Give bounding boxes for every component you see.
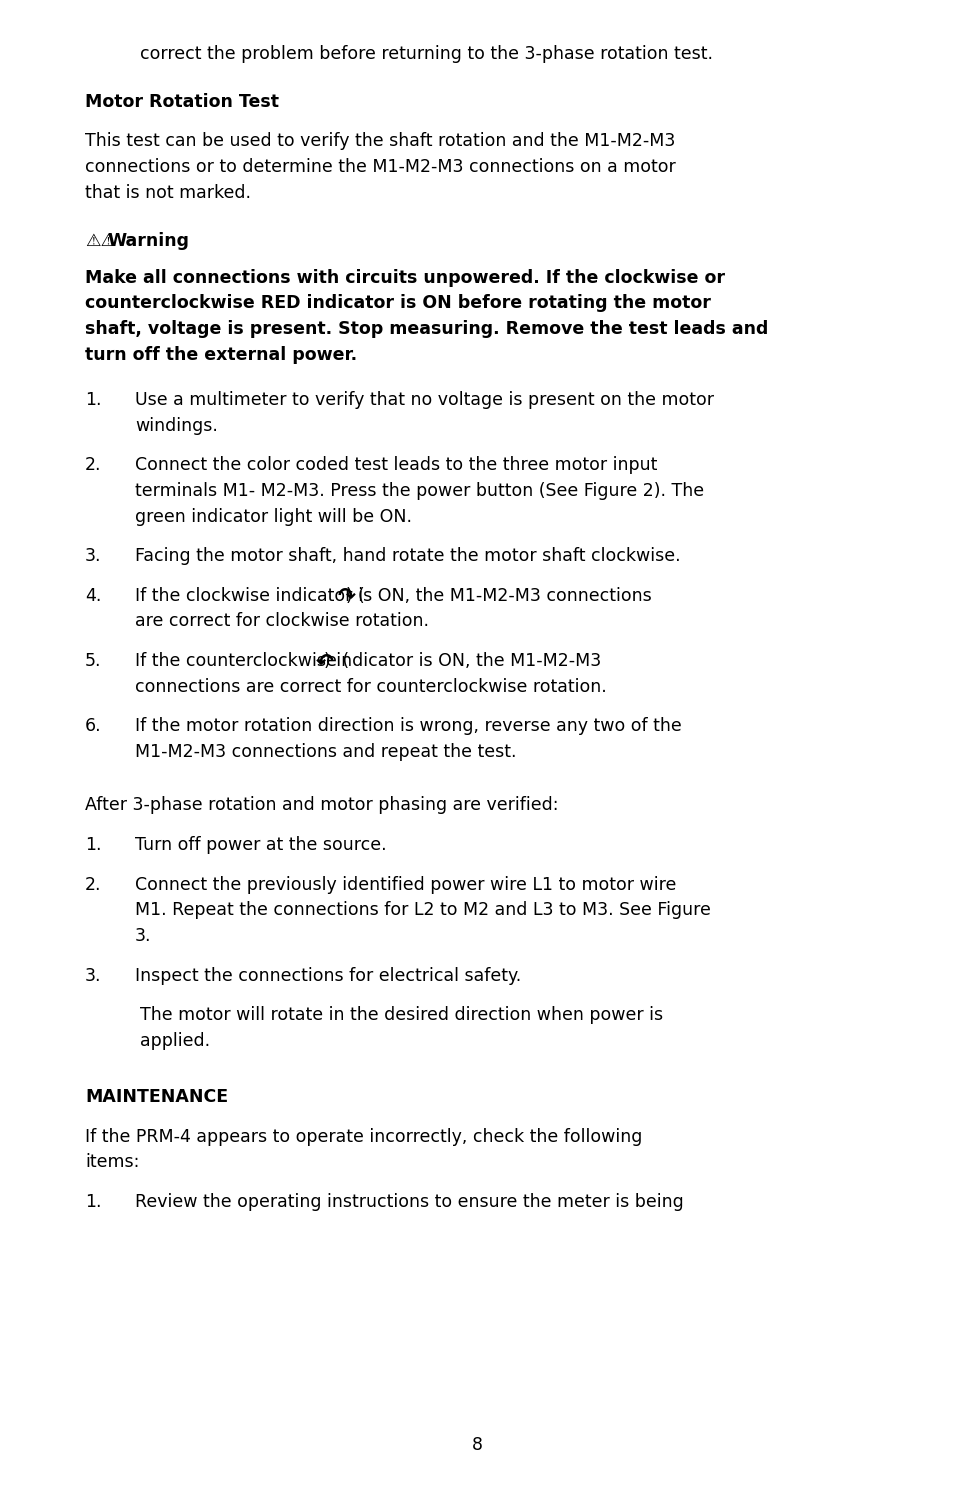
- Text: correct the problem before returning to the 3-phase rotation test.: correct the problem before returning to …: [140, 45, 712, 63]
- Text: M1-M2-M3 connections and repeat the test.: M1-M2-M3 connections and repeat the test…: [135, 743, 516, 760]
- Text: 1.: 1.: [85, 391, 101, 409]
- Text: that is not marked.: that is not marked.: [85, 183, 251, 201]
- Text: Connect the color coded test leads to the three motor input: Connect the color coded test leads to th…: [135, 456, 657, 474]
- Text: ↶: ↶: [315, 652, 334, 672]
- Text: Motor Rotation Test: Motor Rotation Test: [85, 92, 278, 110]
- Text: 2.: 2.: [85, 875, 101, 893]
- Text: ) is ON, the M1-M2-M3 connections: ) is ON, the M1-M2-M3 connections: [345, 586, 651, 605]
- Text: Turn off power at the source.: Turn off power at the source.: [135, 836, 386, 854]
- Text: turn off the external power.: turn off the external power.: [85, 346, 356, 364]
- Text: 3.: 3.: [135, 927, 152, 945]
- Text: If the clockwise indicator (: If the clockwise indicator (: [135, 586, 364, 605]
- Text: connections or to determine the M1-M2-M3 connections on a motor: connections or to determine the M1-M2-M3…: [85, 158, 675, 176]
- Text: If the motor rotation direction is wrong, reverse any two of the: If the motor rotation direction is wrong…: [135, 717, 681, 735]
- Text: applied.: applied.: [140, 1032, 210, 1050]
- Text: windings.: windings.: [135, 416, 217, 434]
- Text: connections are correct for counterclockwise rotation.: connections are correct for counterclock…: [135, 677, 606, 696]
- Text: 5.: 5.: [85, 652, 101, 669]
- Text: Make all connections with circuits unpowered. If the clockwise or: Make all connections with circuits unpow…: [85, 268, 724, 286]
- Text: 2.: 2.: [85, 456, 101, 474]
- Text: are correct for clockwise rotation.: are correct for clockwise rotation.: [135, 613, 429, 631]
- Text: If the counterclockwise (: If the counterclockwise (: [135, 652, 349, 669]
- Text: ) indicator is ON, the M1-M2-M3: ) indicator is ON, the M1-M2-M3: [324, 652, 600, 669]
- Text: 1.: 1.: [85, 1193, 101, 1211]
- Text: The motor will rotate in the desired direction when power is: The motor will rotate in the desired dir…: [140, 1006, 662, 1024]
- Text: MAINTENANCE: MAINTENANCE: [85, 1088, 228, 1106]
- Text: 8: 8: [471, 1436, 482, 1454]
- Text: Facing the motor shaft, hand rotate the motor shaft clockwise.: Facing the motor shaft, hand rotate the …: [135, 547, 679, 565]
- Text: 4.: 4.: [85, 586, 101, 605]
- Text: Connect the previously identified power wire L1 to motor wire: Connect the previously identified power …: [135, 875, 676, 893]
- Text: After 3-phase rotation and motor phasing are verified:: After 3-phase rotation and motor phasing…: [85, 796, 558, 814]
- Text: Use a multimeter to verify that no voltage is present on the motor: Use a multimeter to verify that no volta…: [135, 391, 713, 409]
- Text: Inspect the connections for electrical safety.: Inspect the connections for electrical s…: [135, 966, 520, 984]
- Text: counterclockwise RED indicator is ON before rotating the motor: counterclockwise RED indicator is ON bef…: [85, 294, 710, 312]
- Text: shaft, voltage is present. Stop measuring. Remove the test leads and: shaft, voltage is present. Stop measurin…: [85, 321, 767, 338]
- Text: 1.: 1.: [85, 836, 101, 854]
- Text: terminals M1- M2-M3. Press the power button (See Figure 2). The: terminals M1- M2-M3. Press the power but…: [135, 482, 703, 499]
- Text: 6.: 6.: [85, 717, 102, 735]
- Text: This test can be used to verify the shaft rotation and the M1-M2-M3: This test can be used to verify the shaf…: [85, 133, 675, 151]
- Text: Warning: Warning: [108, 231, 190, 250]
- Text: ⚠⚠: ⚠⚠: [85, 231, 116, 250]
- Text: If the PRM-4 appears to operate incorrectly, check the following: If the PRM-4 appears to operate incorrec…: [85, 1127, 641, 1145]
- Text: Review the operating instructions to ensure the meter is being: Review the operating instructions to ens…: [135, 1193, 683, 1211]
- Text: 3.: 3.: [85, 547, 101, 565]
- Text: ↷: ↷: [337, 586, 355, 607]
- Text: items:: items:: [85, 1154, 139, 1172]
- Text: 3.: 3.: [85, 966, 101, 984]
- Text: M1. Repeat the connections for L2 to M2 and L3 to M3. See Figure: M1. Repeat the connections for L2 to M2 …: [135, 901, 710, 920]
- Text: green indicator light will be ON.: green indicator light will be ON.: [135, 507, 412, 525]
